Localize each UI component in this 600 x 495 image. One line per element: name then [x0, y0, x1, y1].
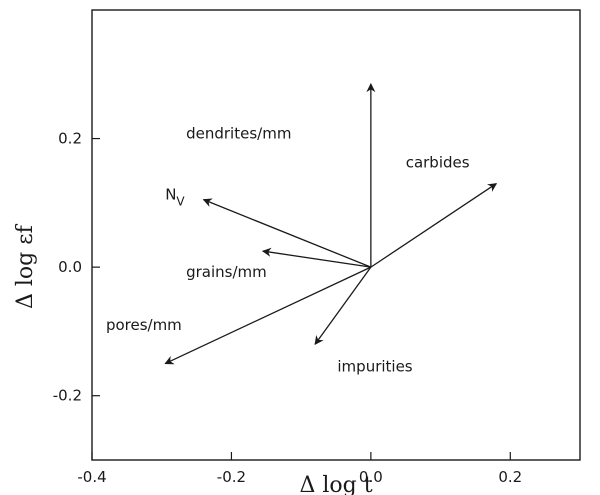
- x-tick-label: 0.2: [498, 468, 522, 486]
- vector-grains-mm: [261, 247, 371, 268]
- x-tick-label: 0.0: [359, 468, 383, 486]
- x-tick-label: -0.4: [77, 468, 106, 486]
- label-nv: NV: [165, 186, 185, 209]
- vector-carbides: [370, 183, 498, 268]
- vector-nv: [202, 198, 372, 268]
- y-tick-label: 0.0: [58, 258, 82, 276]
- y-axis-title: Δ log εf: [13, 223, 38, 309]
- vector-pores-mm: [164, 266, 372, 365]
- x-axis-title: Δ log t: [299, 473, 372, 495]
- label-grains-mm: grains/mm: [186, 263, 267, 281]
- label-carbides: carbides: [406, 154, 470, 172]
- x-tick-label: -0.2: [217, 468, 246, 486]
- y-tick-label: 0.2: [58, 130, 82, 148]
- plot-frame: [91, 9, 581, 461]
- label-pores-mm: pores/mm: [106, 316, 182, 334]
- label-impurities: impurities: [337, 357, 412, 375]
- vector-impurities: [314, 266, 372, 346]
- label-dendrites-mm: dendrites/mm: [186, 125, 291, 143]
- y-tick-label: -0.2: [53, 387, 82, 405]
